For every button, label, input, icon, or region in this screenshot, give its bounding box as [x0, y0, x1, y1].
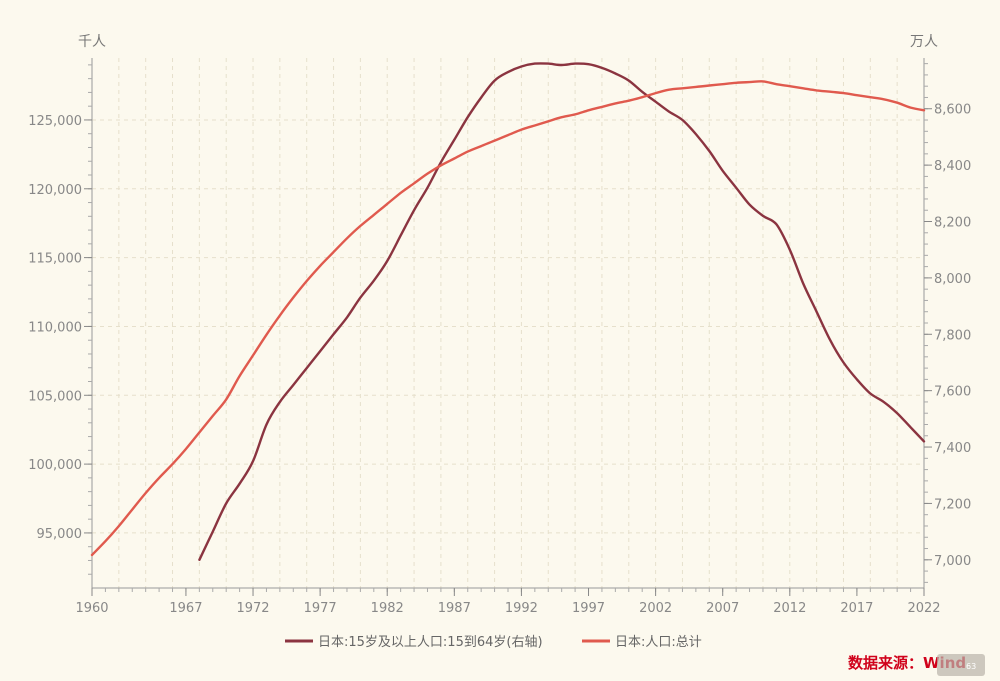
left-tick-label: 105,000 [28, 389, 82, 404]
right-tick-label: 7,400 [934, 441, 971, 456]
watermark-badge: 63 [937, 654, 985, 676]
right-tick-label: 7,600 [934, 385, 971, 400]
series-lines [90, 62, 926, 561]
x-tick-label: 2007 [706, 601, 739, 616]
x-tick-label: 2022 [907, 601, 940, 616]
right-tick-label: 8,600 [934, 103, 971, 118]
right-tick-label: 8,000 [934, 272, 971, 287]
right-tick-label: 7,800 [934, 328, 971, 343]
right-axis-ticks: 7,000 7,200 7,400 7,600 7,800 8,000 8,200 8,400… [924, 63, 971, 583]
left-tick-label: 115,000 [28, 252, 82, 267]
x-tick-label: 1982 [371, 601, 404, 616]
x-tick-label: 2002 [639, 601, 672, 616]
x-tick-label: 1967 [169, 601, 202, 616]
left-tick-label: 110,000 [28, 320, 82, 335]
x-tick-label: 1972 [236, 601, 269, 616]
x-tick-label: 1997 [572, 601, 605, 616]
x-tick-label: 1992 [505, 601, 538, 616]
legend-label-working-age: 日本:15岁及以上人口:15到64岁(右轴) [318, 635, 543, 650]
x-tick-label: 2012 [773, 601, 806, 616]
left-tick-label: 100,000 [28, 458, 82, 473]
x-tick-label: 1977 [304, 601, 337, 616]
left-tick-label: 120,000 [28, 183, 82, 198]
legend-item-total-population[interactable]: 日本:人口:总计 [582, 635, 702, 650]
x-tick-label: 1987 [438, 601, 471, 616]
series-line-working-age [198, 62, 926, 561]
axes [91, 58, 925, 589]
right-tick-label: 7,000 [934, 554, 971, 569]
right-axis-unit: 万人 [910, 34, 938, 50]
x-tick-label: 2017 [840, 601, 873, 616]
left-tick-label: 95,000 [37, 527, 83, 542]
left-axis-unit: 千人 [78, 34, 106, 50]
legend-label-total-population: 日本:人口:总计 [615, 635, 702, 650]
legend: 日本:15岁及以上人口:15到64岁(右轴) 日本:人口:总计 [285, 635, 702, 650]
x-axis-ticks: 1960 1967 1972 1977 1982 1987 1992 1997 2002 2007… [75, 588, 941, 616]
x-tick-label: 1960 [75, 601, 108, 616]
left-axis-ticks: 95,000 100,000 105,000 110,000 115,000 120,00… [28, 64, 92, 575]
legend-item-working-age[interactable]: 日本:15岁及以上人口:15到64岁(右轴) [285, 635, 543, 650]
grid-lines [92, 58, 924, 588]
watermark-label: 63 [966, 662, 976, 671]
source-label: 数据来源：Wind [848, 654, 966, 672]
left-tick-label: 125,000 [28, 114, 82, 129]
right-tick-label: 7,200 [934, 497, 971, 512]
watermark-box [937, 654, 985, 676]
right-tick-label: 8,400 [934, 159, 971, 174]
right-tick-label: 8,200 [934, 216, 971, 231]
series-line-total-population [90, 80, 926, 557]
